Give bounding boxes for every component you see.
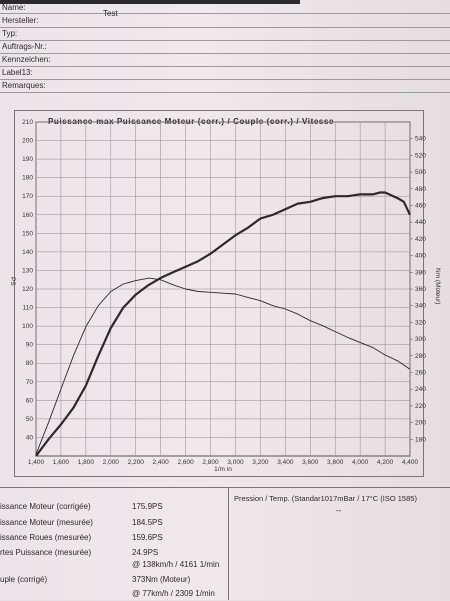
- y-right-tick-label: 260: [415, 370, 426, 377]
- header-divider: [0, 53, 450, 54]
- y-left-tick-label: 160: [22, 212, 33, 219]
- header-divider: [0, 66, 450, 67]
- x-tick-label: 2,200: [128, 459, 145, 466]
- header-divider: [0, 13, 450, 14]
- y-right-tick-label: 480: [415, 186, 426, 193]
- y-left-tick-label: 50: [26, 416, 34, 423]
- y-left-tick-label: 40: [26, 434, 34, 441]
- x-tick-label: 3,000: [227, 459, 244, 466]
- x-tick-label: 3,200: [252, 459, 269, 466]
- y-right-tick-label: 340: [415, 303, 426, 310]
- torque-curve: [35, 277, 411, 455]
- x-tick-label: 1,600: [53, 459, 70, 466]
- y-right-tick-label: 520: [415, 152, 426, 159]
- y-right-axis-label: Nm (Moteur): [434, 268, 441, 304]
- result-value: 175.9PS: [132, 502, 163, 511]
- x-tick-label: 4,200: [377, 459, 394, 466]
- y-right-tick-label: 420: [415, 236, 426, 243]
- chart-frame: [14, 110, 424, 477]
- y-right-tick-label: 280: [415, 353, 426, 360]
- y-right-tick-label: 220: [415, 403, 426, 410]
- x-tick-label: 2,400: [153, 459, 170, 466]
- x-tick-label: 2,000: [103, 459, 120, 466]
- y-left-tick-label: 90: [26, 342, 34, 349]
- x-tick-label: 3,800: [327, 459, 344, 466]
- y-left-tick-label: 110: [23, 305, 34, 312]
- result-label: issance Roues (mesurée): [0, 533, 92, 542]
- y-left-tick-label: 170: [22, 193, 33, 200]
- y-left-tick-label: 200: [22, 138, 33, 145]
- y-left-tick-label: 190: [22, 156, 33, 163]
- result-value: 159.6PS: [132, 533, 163, 542]
- y-left-tick-label: 180: [22, 175, 33, 182]
- y-right-tick-label: 440: [415, 219, 426, 226]
- header-title-bar: [0, 0, 300, 4]
- pressure-dash: --: [336, 506, 342, 515]
- x-tick-label: 1,400: [28, 459, 45, 466]
- results-panel: [0, 487, 450, 601]
- header-field-name: Name:: [2, 3, 26, 12]
- y-right-tick-label: 320: [415, 319, 426, 326]
- y-left-tick-label: 140: [22, 249, 33, 256]
- header-field-hersteller: Hersteller:: [2, 16, 39, 25]
- y-right-tick-label: 360: [415, 286, 426, 293]
- y-right-tick-label: 540: [415, 136, 426, 143]
- y-left-axis-label: PS: [9, 277, 16, 286]
- result-label: issance Moteur (mesurée): [0, 518, 93, 527]
- results-divider: [228, 487, 229, 600]
- header-divider: [0, 79, 450, 80]
- y-right-tick-label: 500: [415, 169, 426, 176]
- result-label: issance Moteur (corrigée): [0, 502, 91, 511]
- y-left-tick-label: 80: [26, 360, 34, 367]
- y-right-tick-label: 400: [415, 253, 426, 260]
- x-tick-label: 3,600: [302, 459, 319, 466]
- y-left-tick-label: 60: [26, 397, 34, 404]
- result-value: @ 77km/h / 2309 1/min: [132, 589, 215, 598]
- y-right-tick-label: 200: [415, 420, 426, 427]
- result-value: 184.5PS: [132, 518, 163, 527]
- x-tick-label: 2,600: [177, 459, 194, 466]
- y-right-tick-label: 180: [415, 436, 426, 443]
- y-right-tick-label: 460: [415, 203, 426, 210]
- y-left-tick-label: 150: [22, 230, 33, 237]
- y-left-tick-label: 210: [22, 119, 33, 126]
- result-label: rtes Puissance (mesurée): [0, 548, 92, 557]
- header-divider: [0, 40, 450, 41]
- x-axis-unit: 1/m in: [214, 466, 232, 473]
- y-right-tick-label: 380: [415, 269, 426, 276]
- power-curve: [35, 191, 411, 457]
- header-divider: [0, 92, 450, 93]
- y-left-tick-label: 120: [22, 286, 33, 293]
- header-test-value: Test: [103, 9, 118, 18]
- y-left-tick-label: 130: [22, 267, 33, 274]
- y-left-tick-label: 70: [26, 379, 34, 386]
- y-left-tick-label: 100: [22, 323, 33, 330]
- header-field-kennzeichen: Kennzeichen:: [2, 55, 51, 64]
- header-field-label13: Label13:: [2, 68, 33, 77]
- header-field-remarques: Remarques:: [2, 81, 46, 90]
- x-tick-label: 3,400: [277, 459, 294, 466]
- pressure-temp-label: Pression / Temp. (Standar1017mBar / 17°C…: [234, 494, 417, 503]
- result-label: uple (corrigé): [0, 575, 48, 584]
- result-value: @ 138km/h / 4161 1/min: [132, 560, 220, 569]
- result-value: 24.9PS: [132, 548, 159, 557]
- y-right-tick-label: 300: [415, 336, 426, 343]
- result-value: 373Nm (Moteur): [132, 575, 191, 584]
- x-tick-label: 4,400: [402, 459, 419, 466]
- x-tick-label: 4,000: [352, 459, 369, 466]
- header-field-auftrags: Auftrags-Nr.:: [2, 42, 47, 51]
- header-field-typ: Typ:: [2, 29, 18, 38]
- y-right-tick-label: 240: [415, 386, 426, 393]
- x-tick-label: 1,800: [78, 459, 95, 466]
- x-tick-label: 2,800: [202, 459, 219, 466]
- header-divider: [0, 27, 450, 28]
